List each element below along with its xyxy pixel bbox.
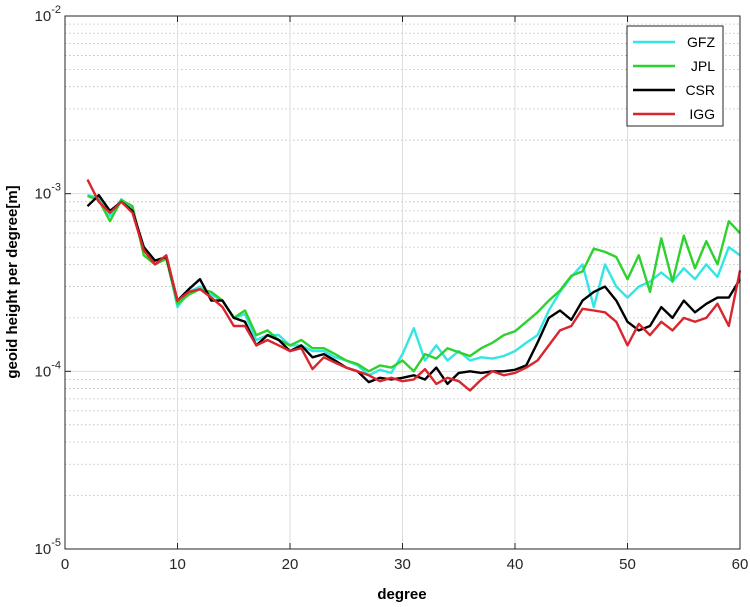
x-tick-label: 60	[732, 556, 749, 573]
legend-label-csr: CSR	[685, 82, 715, 98]
x-tick-label: 20	[282, 556, 299, 573]
x-tick-label: 10	[169, 556, 186, 573]
y-tick-label: 10-3	[35, 182, 61, 203]
x-tick-label: 50	[619, 556, 636, 573]
series-line-igg	[86, 179, 742, 392]
x-tick-label: 30	[394, 556, 411, 573]
legend-label-jpl: JPL	[691, 58, 715, 74]
x-axis-label: degree	[377, 586, 426, 603]
series-lines	[86, 179, 742, 392]
y-tick-label: 10-2	[35, 4, 61, 25]
series-line-csr	[86, 193, 742, 386]
x-tick-label: 40	[507, 556, 524, 573]
legend-label-gfz: GFZ	[687, 34, 715, 50]
legend-label-igg: IGG	[689, 106, 715, 122]
y-tick-label: 10-5	[35, 537, 61, 558]
y-tick-label: 10-4	[35, 359, 61, 380]
x-tick-label: 0	[61, 556, 69, 573]
axes: 0 10 20 30 40 50 60 10-5 10-4 10-3 10-2	[35, 4, 749, 573]
y-axis-label: geoid height per degree[m]	[4, 185, 21, 378]
legend: GFZ JPL CSR IGG	[626, 25, 724, 127]
series-line-gfz	[87, 194, 741, 377]
